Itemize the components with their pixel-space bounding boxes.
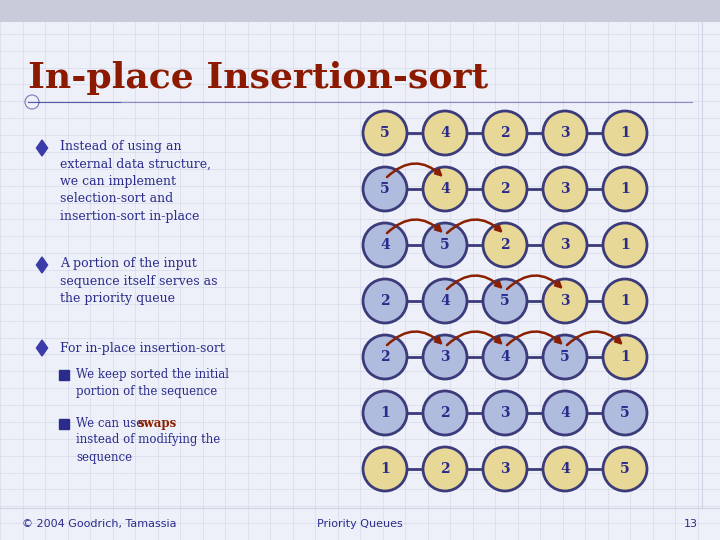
Text: 1: 1 [620, 126, 630, 140]
Polygon shape [59, 370, 69, 380]
Circle shape [363, 111, 407, 155]
Text: 5: 5 [620, 462, 630, 476]
Circle shape [483, 279, 527, 323]
Text: 2: 2 [380, 350, 390, 364]
Circle shape [423, 447, 467, 491]
Text: 4: 4 [560, 406, 570, 420]
Text: 2: 2 [440, 406, 450, 420]
Text: 3: 3 [440, 350, 450, 364]
Text: 1: 1 [380, 462, 390, 476]
Text: 5: 5 [500, 294, 510, 308]
Circle shape [603, 279, 647, 323]
Circle shape [543, 391, 587, 435]
Circle shape [543, 111, 587, 155]
Text: 13: 13 [684, 519, 698, 529]
Text: For in-place insertion-sort: For in-place insertion-sort [60, 342, 225, 355]
Text: 4: 4 [440, 182, 450, 196]
Text: 3: 3 [500, 462, 510, 476]
Polygon shape [59, 419, 69, 429]
Circle shape [423, 279, 467, 323]
Circle shape [543, 223, 587, 267]
FancyArrowPatch shape [507, 275, 561, 289]
Polygon shape [37, 257, 48, 273]
FancyArrowPatch shape [387, 219, 441, 233]
Circle shape [603, 391, 647, 435]
Text: 5: 5 [560, 350, 570, 364]
Text: 4: 4 [440, 126, 450, 140]
Circle shape [363, 335, 407, 379]
Text: © 2004 Goodrich, Tamassia: © 2004 Goodrich, Tamassia [22, 519, 176, 529]
Circle shape [423, 111, 467, 155]
FancyArrowPatch shape [387, 332, 441, 345]
Text: 1: 1 [620, 294, 630, 308]
Text: swaps: swaps [138, 417, 177, 430]
Text: 4: 4 [380, 238, 390, 252]
Text: 3: 3 [560, 238, 570, 252]
Circle shape [603, 223, 647, 267]
Text: In-place Insertion-sort: In-place Insertion-sort [28, 61, 488, 95]
Text: 3: 3 [560, 182, 570, 196]
Circle shape [483, 167, 527, 211]
Text: 2: 2 [500, 182, 510, 196]
FancyArrowPatch shape [447, 275, 501, 289]
Text: A portion of the input
sequence itself serves as
the priority queue: A portion of the input sequence itself s… [60, 257, 217, 305]
Text: Priority Queues: Priority Queues [317, 519, 403, 529]
FancyBboxPatch shape [0, 0, 720, 22]
Text: 3: 3 [560, 126, 570, 140]
Circle shape [483, 447, 527, 491]
Text: instead of modifying the
sequence: instead of modifying the sequence [76, 433, 220, 463]
Text: 5: 5 [380, 182, 390, 196]
Circle shape [363, 447, 407, 491]
Polygon shape [37, 140, 48, 156]
Text: 1: 1 [380, 406, 390, 420]
Circle shape [483, 223, 527, 267]
FancyArrowPatch shape [567, 332, 621, 345]
Text: 2: 2 [440, 462, 450, 476]
Circle shape [363, 279, 407, 323]
Circle shape [423, 223, 467, 267]
Text: 1: 1 [620, 350, 630, 364]
Circle shape [363, 391, 407, 435]
Text: 1: 1 [620, 182, 630, 196]
Circle shape [363, 167, 407, 211]
Circle shape [543, 279, 587, 323]
Text: 3: 3 [560, 294, 570, 308]
Text: Instead of using an
external data structure,
we can implement
selection-sort and: Instead of using an external data struct… [60, 140, 211, 223]
Text: 5: 5 [440, 238, 450, 252]
FancyArrowPatch shape [507, 332, 561, 345]
Circle shape [603, 167, 647, 211]
Circle shape [363, 223, 407, 267]
FancyArrowPatch shape [447, 219, 501, 233]
Text: 5: 5 [620, 406, 630, 420]
Circle shape [543, 447, 587, 491]
Text: 2: 2 [500, 126, 510, 140]
Text: 4: 4 [560, 462, 570, 476]
Circle shape [483, 391, 527, 435]
Circle shape [603, 335, 647, 379]
Polygon shape [37, 340, 48, 356]
Circle shape [423, 167, 467, 211]
Text: We can use: We can use [76, 417, 147, 430]
Circle shape [423, 335, 467, 379]
Circle shape [483, 111, 527, 155]
Circle shape [543, 335, 587, 379]
Circle shape [603, 447, 647, 491]
Circle shape [603, 111, 647, 155]
FancyArrowPatch shape [447, 332, 501, 345]
Circle shape [483, 335, 527, 379]
Text: 4: 4 [500, 350, 510, 364]
FancyArrowPatch shape [387, 164, 441, 177]
Text: 2: 2 [500, 238, 510, 252]
Text: 5: 5 [380, 126, 390, 140]
Text: 2: 2 [380, 294, 390, 308]
Text: 1: 1 [620, 238, 630, 252]
Text: 4: 4 [440, 294, 450, 308]
Text: We keep sorted the initial
portion of the sequence: We keep sorted the initial portion of th… [76, 368, 229, 399]
Circle shape [543, 167, 587, 211]
Circle shape [423, 391, 467, 435]
Text: 3: 3 [500, 406, 510, 420]
